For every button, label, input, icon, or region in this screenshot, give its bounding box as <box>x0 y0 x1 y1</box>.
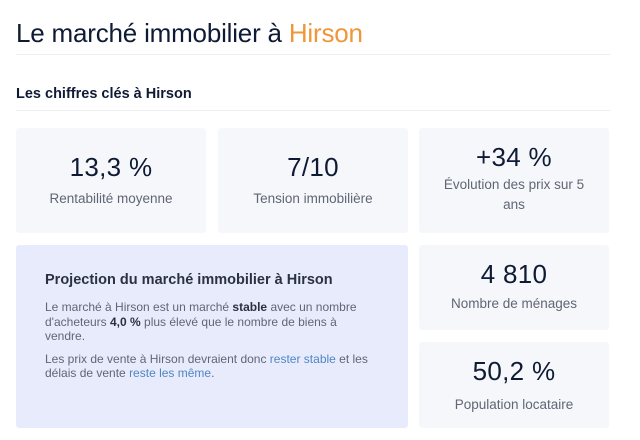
stat-card-locataire: 50,2 % Population locataire <box>419 342 609 428</box>
page-title: Le marché immobilier à Hirson <box>16 18 363 49</box>
stat-label: Nombre de ménages <box>450 296 578 311</box>
projection-paragraph-2: Les prix de vente à Hirson devraient don… <box>45 352 379 381</box>
stat-card-menages: 4 810 Nombre de ménages <box>419 245 609 330</box>
stat-label: Tension immobilière <box>253 191 373 206</box>
stat-value: 7/10 <box>287 152 339 182</box>
stat-value: 13,3 % <box>69 152 153 182</box>
stat-value: 4 810 <box>480 259 548 289</box>
text: Le marché à Hirson est un marché <box>45 300 233 314</box>
text: avec un nombre d'acheteurs <box>45 300 357 329</box>
stat-label: Évolution des prix sur 5 ans <box>443 177 585 212</box>
stat-card-tension: 7/10 Tension immobilière <box>218 128 408 233</box>
text: . <box>211 366 215 380</box>
stat-card-rentabilite: 13,3 % Rentabilité moyenne <box>16 128 206 233</box>
text: Les prix de vente à Hirson devraient don… <box>45 351 270 366</box>
projection-paragraph-1: Le marché à Hirson est un marché stable … <box>45 300 379 344</box>
buyer-ratio: 4,0 % <box>110 314 141 329</box>
page-title-city: Hirson <box>288 18 363 48</box>
stat-label: Population locataire <box>454 397 574 412</box>
stat-label: Rentabilité moyenne <box>49 191 173 206</box>
text: et les délais de vente <box>45 351 368 381</box>
price-trend-highlight: rester stable <box>269 351 336 366</box>
projection-title: Projection du marché immobilier à Hirson <box>45 272 333 288</box>
stat-value: 50,2 % <box>472 356 556 386</box>
text: plus élevé que le nombre de biens à vend… <box>45 314 337 344</box>
stat-card-evolution: +34 % Évolution des prix sur 5 ans <box>419 128 609 233</box>
title-divider <box>16 54 610 55</box>
projection-panel: Projection du marché immobilier à Hirson… <box>16 245 408 428</box>
section-title: Les chiffres clés à Hirson <box>16 86 192 102</box>
section-divider <box>16 110 610 111</box>
market-status: stable <box>232 300 268 314</box>
stat-value: +34 % <box>476 142 552 172</box>
page-title-prefix: Le marché immobilier à <box>16 18 289 48</box>
delay-trend-highlight: reste les même <box>129 366 212 380</box>
